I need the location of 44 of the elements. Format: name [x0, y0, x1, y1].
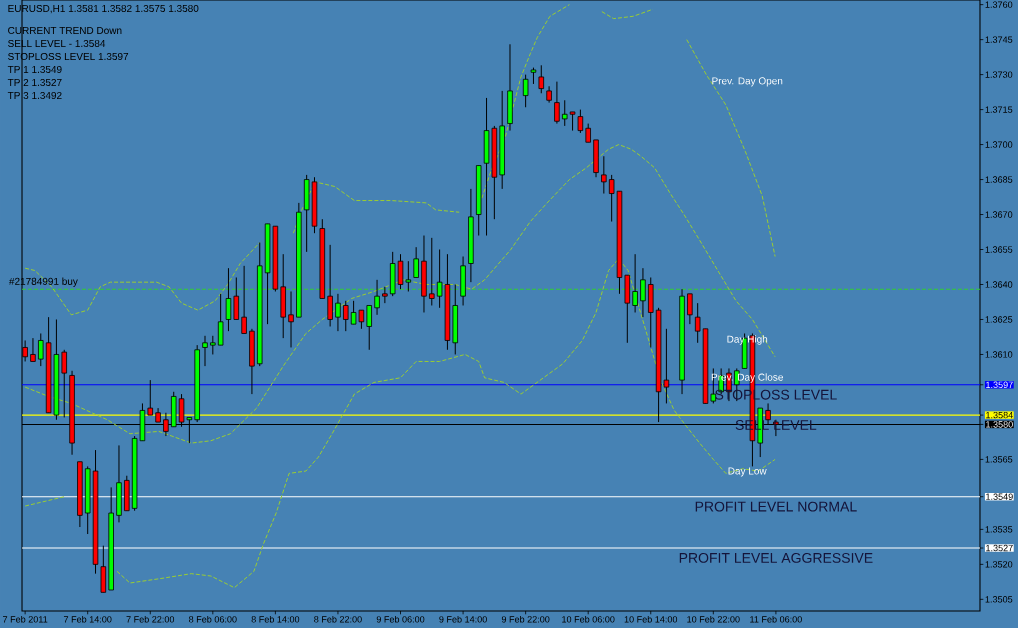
x-tick-label: 7 Feb 14:00 [63, 615, 112, 623]
chart-title: EURUSD,H1 1.3581 1.3582 1.3575 1.3580 [8, 4, 199, 14]
y-tick-label: 1.3655 [985, 246, 1013, 253]
ref-line-label: #21784991 buy [8, 277, 78, 287]
y-tick-label: 1.3597 [986, 381, 1013, 388]
y-tick-label: 1.3625 [985, 316, 1013, 323]
ref-line-label: PROFIT LEVEL AGGRESSIVE [679, 552, 873, 563]
x-tick-label: 11 Feb 06:00 [750, 615, 802, 623]
annotation: Day Low [728, 467, 767, 477]
annotation: TP 2 1.3527 [7, 78, 62, 87]
y-tick-label: 1.3580 [986, 421, 1013, 428]
x-tick-label: 10 Feb 22:00 [687, 615, 740, 623]
y-tick-label: 1.3760 [985, 1, 1013, 8]
y-tick-label: 1.3584 [986, 411, 1013, 419]
annotation: TP 3 1.3492 [7, 91, 62, 100]
x-tick-label: 8 Feb 22:00 [314, 615, 362, 623]
y-tick-label: 1.3700 [985, 141, 1013, 148]
x-tick-label: 9 Feb 06:00 [376, 615, 425, 623]
y-tick-label: 1.3715 [985, 106, 1013, 113]
y-tick-label: 1.3549 [986, 493, 1013, 500]
y-tick-label: 1.3505 [985, 596, 1013, 603]
x-tick-label: 10 Feb 06:00 [562, 615, 615, 623]
x-tick-label: 10 Feb 14:00 [624, 615, 678, 623]
annotation: TP 1 1.3549 [7, 65, 62, 74]
annotation: CURRENT TREND Down [8, 26, 122, 35]
x-tick-label: 7 Feb 22:00 [126, 615, 175, 623]
y-tick-label: 1.3670 [985, 211, 1013, 218]
ref-line-label: PROFIT LEVEL NORMAL [695, 501, 857, 512]
x-tick-label: 8 Feb 06:00 [189, 615, 237, 623]
y-tick-label: 1.3520 [985, 561, 1013, 568]
y-tick-label: 1.3730 [985, 71, 1013, 78]
annotation: STOPLOSS LEVEL 1.3597 [8, 52, 129, 61]
x-tick-label: 9 Feb 14:00 [439, 615, 487, 623]
y-tick-label: 1.3640 [985, 281, 1013, 288]
y-tick-label: 1.3565 [985, 456, 1013, 463]
x-tick-label: 8 Feb 14:00 [251, 615, 300, 623]
y-tick-label: 1.3535 [985, 526, 1013, 533]
x-tick-label: 7 Feb 2011 [3, 615, 48, 623]
y-tick-label: 1.3685 [985, 176, 1013, 183]
y-tick-label: 1.3745 [985, 36, 1013, 43]
annotation: Prev. Day Open [712, 77, 783, 87]
x-tick-label: 9 Feb 22:00 [501, 615, 550, 623]
y-tick-label: 1.3610 [985, 351, 1013, 358]
y-tick-label: 1.3527 [986, 544, 1013, 552]
